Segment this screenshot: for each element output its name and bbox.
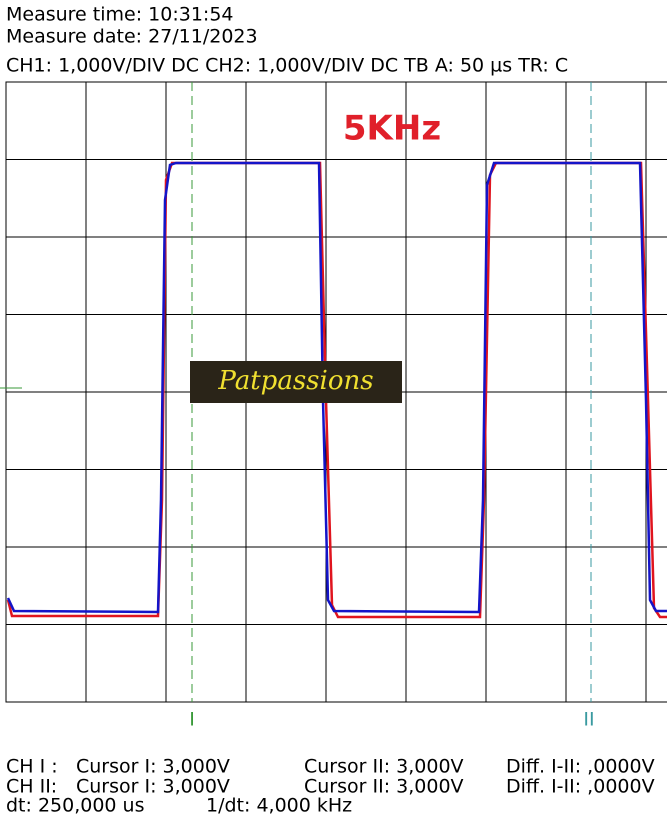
readout-cell: Diff. I-II: ,0000V xyxy=(506,756,655,778)
measure-date: Measure date: 27/11/2023 xyxy=(6,26,258,48)
readout-cell: Cursor I: 3,000V xyxy=(76,756,230,778)
watermark-box xyxy=(190,361,402,403)
dt: dt: 250,000 us xyxy=(6,795,145,815)
ch1-trace xyxy=(6,161,667,614)
readout-cell: CH II: xyxy=(6,776,57,798)
readout-cell: Cursor II: 3,000V xyxy=(304,756,464,778)
cursor-1-label: I xyxy=(189,709,195,731)
measure-time: Measure time: 10:31:54 xyxy=(6,4,234,26)
watermark: Patpassions xyxy=(217,366,373,396)
cursor-2-label: II xyxy=(583,709,594,731)
readout-cell: Cursor I: 3,000V xyxy=(76,776,230,798)
frequency-label: 5KHz xyxy=(343,109,441,149)
readout-cell: CH I : xyxy=(6,756,58,778)
readout-cell: Diff. I-II: ,0000V xyxy=(506,776,655,798)
readout: CH I : Cursor I: 3,000V Cursor II: 3,000V D… xyxy=(6,756,655,798)
channel-settings: CH1: 1,000V/DIV DC CH2: 1,000V/DIV DC TB… xyxy=(6,55,568,77)
readout-cell: Cursor II: 3,000V xyxy=(304,776,464,798)
inv-dt: 1/dt: 4,000 kHz xyxy=(206,795,352,815)
